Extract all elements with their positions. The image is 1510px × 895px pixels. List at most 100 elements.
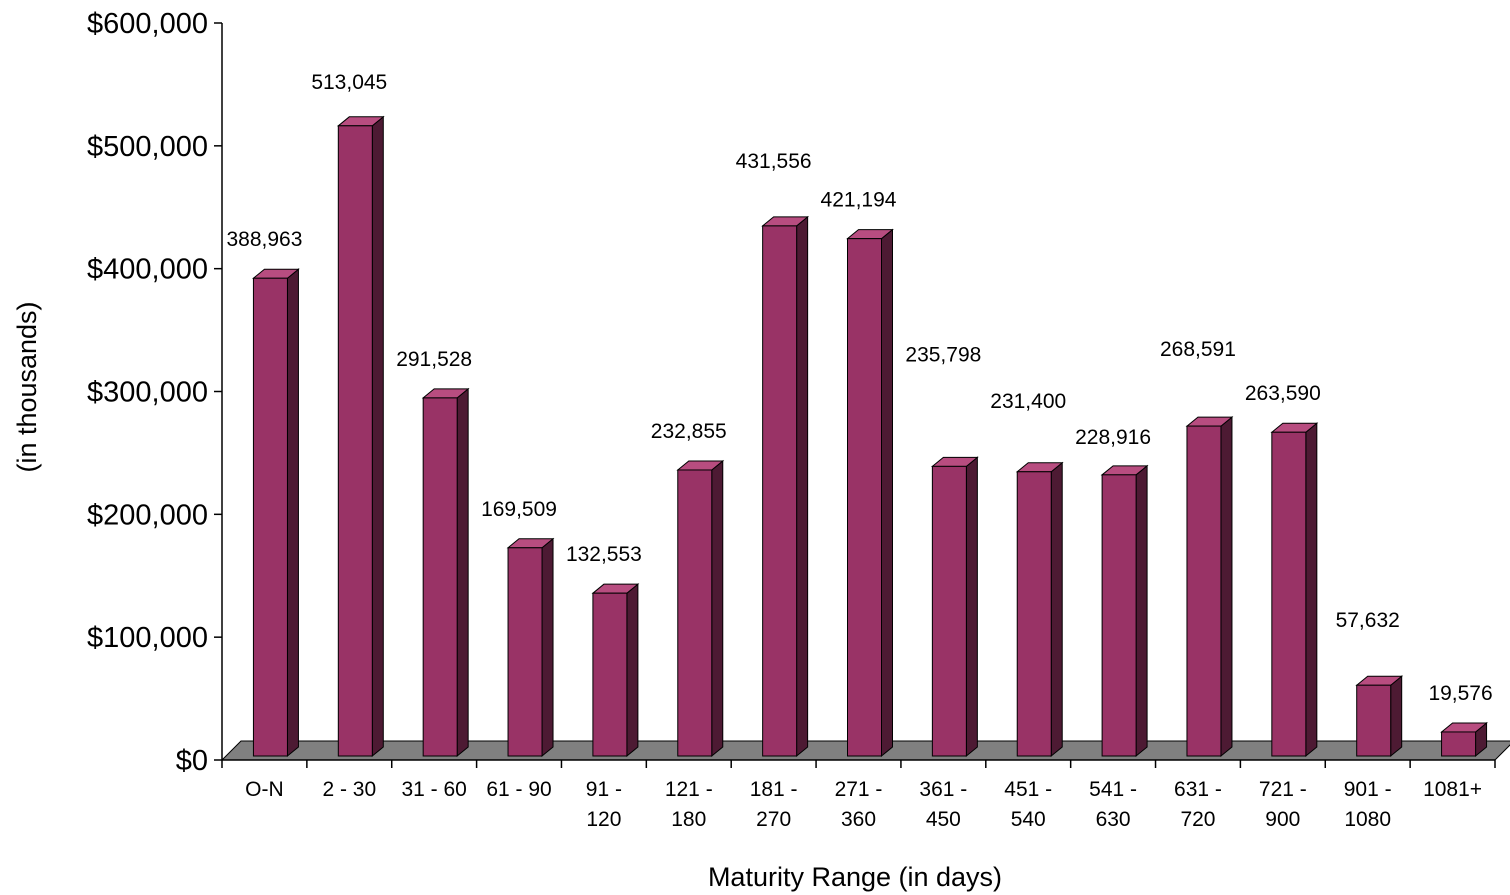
bar-side bbox=[1135, 464, 1148, 758]
bar-front bbox=[337, 125, 373, 757]
bar-value-label: 421,194 bbox=[821, 189, 897, 212]
x-category-label: 631 - bbox=[1174, 778, 1222, 801]
x-category-label: 181 - bbox=[750, 778, 798, 801]
bar-value-label: 388,963 bbox=[226, 228, 302, 251]
bar-value-label: 513,045 bbox=[311, 71, 387, 94]
x-category-label: 121 - bbox=[665, 778, 713, 801]
bar-side bbox=[626, 583, 639, 758]
bar-front bbox=[252, 277, 288, 757]
bar-front bbox=[507, 547, 543, 757]
bar-front bbox=[1101, 474, 1137, 757]
bar-value-label: 291,528 bbox=[396, 348, 472, 371]
bar bbox=[252, 268, 300, 758]
y-tick-label: $400,000 bbox=[87, 254, 208, 286]
bar bbox=[676, 459, 725, 758]
bar-front bbox=[931, 465, 967, 757]
bar bbox=[1270, 422, 1319, 758]
x-category-label: 91 - bbox=[586, 778, 622, 801]
x-category-label: 271 - bbox=[835, 778, 883, 801]
bar-front bbox=[762, 225, 798, 757]
bar-value-label: 235,798 bbox=[905, 343, 981, 366]
bar bbox=[506, 537, 555, 758]
x-category-label: 180 bbox=[671, 808, 706, 831]
bar-front bbox=[1441, 731, 1477, 757]
y-tick-label: $200,000 bbox=[87, 499, 208, 531]
data-labels: 388,963 513,045 291,528 169,509 132,553 232,8… bbox=[226, 71, 1492, 705]
x-category-label: 361 - bbox=[919, 778, 967, 801]
y-tick-label: $500,000 bbox=[87, 131, 208, 163]
bar-value-label: 57,632 bbox=[1336, 609, 1400, 632]
x-category-label: 450 bbox=[926, 808, 961, 831]
bar bbox=[591, 583, 640, 758]
bar-front bbox=[677, 469, 713, 757]
x-category-label: 2 - 30 bbox=[322, 778, 376, 801]
bar bbox=[1185, 416, 1234, 758]
bar-side bbox=[371, 115, 384, 758]
bar-value-label: 232,855 bbox=[651, 420, 727, 443]
x-category-label: 360 bbox=[841, 808, 876, 831]
y-tick-label: $0 bbox=[176, 745, 208, 777]
bar-value-label: 268,591 bbox=[1160, 338, 1236, 361]
y-tick-label: $100,000 bbox=[87, 622, 208, 654]
bar-front bbox=[592, 592, 628, 757]
y-tick-label: $300,000 bbox=[87, 377, 208, 409]
y-tick-labels: $0 $100,000 $200,000 $300,000 $400,000 $500,0… bbox=[87, 8, 208, 777]
x-category-label: O-N bbox=[245, 778, 284, 801]
x-category-label: 900 bbox=[1265, 808, 1300, 831]
bar-side bbox=[541, 537, 554, 758]
bar-front bbox=[1356, 684, 1392, 757]
bar-value-label: 263,590 bbox=[1245, 382, 1321, 405]
bar-front bbox=[1271, 431, 1307, 757]
bar-side bbox=[796, 215, 809, 758]
bar-value-label: 231,400 bbox=[990, 390, 1066, 413]
bar-front bbox=[1016, 471, 1052, 757]
bar bbox=[930, 456, 979, 758]
x-category-label: 541 - bbox=[1089, 778, 1137, 801]
bar bbox=[846, 228, 894, 758]
bar-side bbox=[1390, 675, 1403, 758]
x-category-label: 31 - 60 bbox=[401, 778, 466, 801]
y-tick-label: $600,000 bbox=[87, 8, 208, 40]
bar-side bbox=[1050, 461, 1063, 758]
bar-front bbox=[847, 238, 882, 757]
bar-value-label: 19,576 bbox=[1428, 682, 1492, 705]
x-category-label: 901 - bbox=[1344, 778, 1392, 801]
y-axis bbox=[214, 22, 223, 761]
bar-value-label: 228,916 bbox=[1075, 426, 1151, 449]
bar-value-label: 132,553 bbox=[566, 543, 642, 566]
bar-value-label: 169,509 bbox=[481, 498, 557, 521]
x-category-label: 270 bbox=[756, 808, 791, 831]
bar bbox=[1355, 675, 1404, 758]
x-category-label: 540 bbox=[1011, 808, 1046, 831]
bar-side bbox=[456, 387, 469, 758]
x-category-label: 721 - bbox=[1259, 778, 1307, 801]
x-category-label: 1081+ bbox=[1423, 778, 1482, 801]
x-axis bbox=[221, 759, 1496, 768]
x-category-label: 61 - 90 bbox=[486, 778, 551, 801]
bar bbox=[1440, 721, 1488, 758]
x-category-label: 451 - bbox=[1004, 778, 1052, 801]
bar-side bbox=[711, 459, 724, 758]
bar bbox=[1015, 461, 1064, 758]
category-labels: O-N 2 - 30 31 - 60 61 - 90 91 - 120 121 - 180 18… bbox=[245, 778, 1482, 831]
bar-side bbox=[1305, 422, 1318, 758]
x-category-label: 630 bbox=[1096, 808, 1131, 831]
bar-side bbox=[286, 268, 299, 758]
bar-value-label: 431,556 bbox=[736, 150, 812, 173]
bars bbox=[252, 115, 1488, 758]
bar bbox=[421, 387, 470, 758]
y-axis-title: (in thousands) bbox=[12, 301, 42, 472]
x-axis-title: Maturity Range (in days) bbox=[708, 862, 1002, 892]
bar-side bbox=[881, 228, 893, 758]
bar bbox=[336, 115, 385, 758]
bar-side bbox=[965, 456, 978, 758]
x-category-label: 120 bbox=[586, 808, 621, 831]
x-category-label: 1080 bbox=[1344, 808, 1391, 831]
bar-front bbox=[422, 397, 458, 757]
x-category-label: 720 bbox=[1180, 808, 1215, 831]
bar-front bbox=[1186, 425, 1222, 757]
bar bbox=[761, 215, 810, 758]
bar bbox=[1100, 464, 1149, 758]
bar-side bbox=[1220, 416, 1233, 758]
